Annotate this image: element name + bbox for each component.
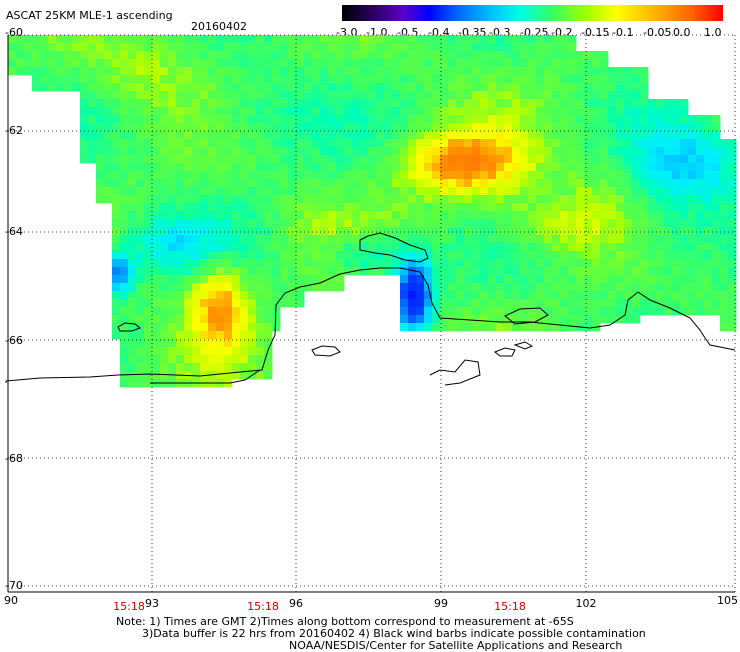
pass-time-1: 15:18 <box>113 600 145 613</box>
note-line-3: NOAA/NESDIS/Center for Satellite Applica… <box>289 639 623 652</box>
product-title: ASCAT 25KM MLE-1 ascending <box>6 9 173 22</box>
map-frame <box>7 35 735 593</box>
wind-speed-field <box>8 35 737 388</box>
color-scale-label: -0.05 <box>643 26 672 39</box>
color-scale-label: 0.0 <box>673 26 691 39</box>
lat-label-66: -66 <box>5 334 23 347</box>
pass-time-3: 15:18 <box>494 600 526 613</box>
lat-label-62: -62 <box>5 124 23 137</box>
lat-label-60: -60 <box>5 26 23 39</box>
pass-time-2: 15:18 <box>247 600 279 613</box>
color-scale-label: -0.1 <box>612 26 634 39</box>
lon-label-105: 105 <box>717 594 738 607</box>
lon-label-96: 96 <box>289 597 303 610</box>
lon-label-99: 99 <box>434 597 448 610</box>
coastline <box>5 232 736 386</box>
color-scale-label: 1.0 <box>704 26 722 39</box>
note-line-2: 3)Data buffer is 22 hrs from 20160402 4)… <box>142 627 646 640</box>
lat-label-70: -70 <box>5 579 23 592</box>
color-scale-label: -0.15 <box>581 26 610 39</box>
lon-label-102: 102 <box>575 597 597 610</box>
lon-label-90: 90 <box>4 594 18 607</box>
lon-label-93: 93 <box>145 597 159 610</box>
product-date: 20160402 <box>191 20 247 33</box>
lat-label-64: -64 <box>5 225 23 238</box>
lat-label-68: -68 <box>5 452 23 465</box>
note-line-1: Note: 1) Times are GMT 2)Times along bot… <box>116 615 574 628</box>
color-scale-bar <box>342 5 723 21</box>
